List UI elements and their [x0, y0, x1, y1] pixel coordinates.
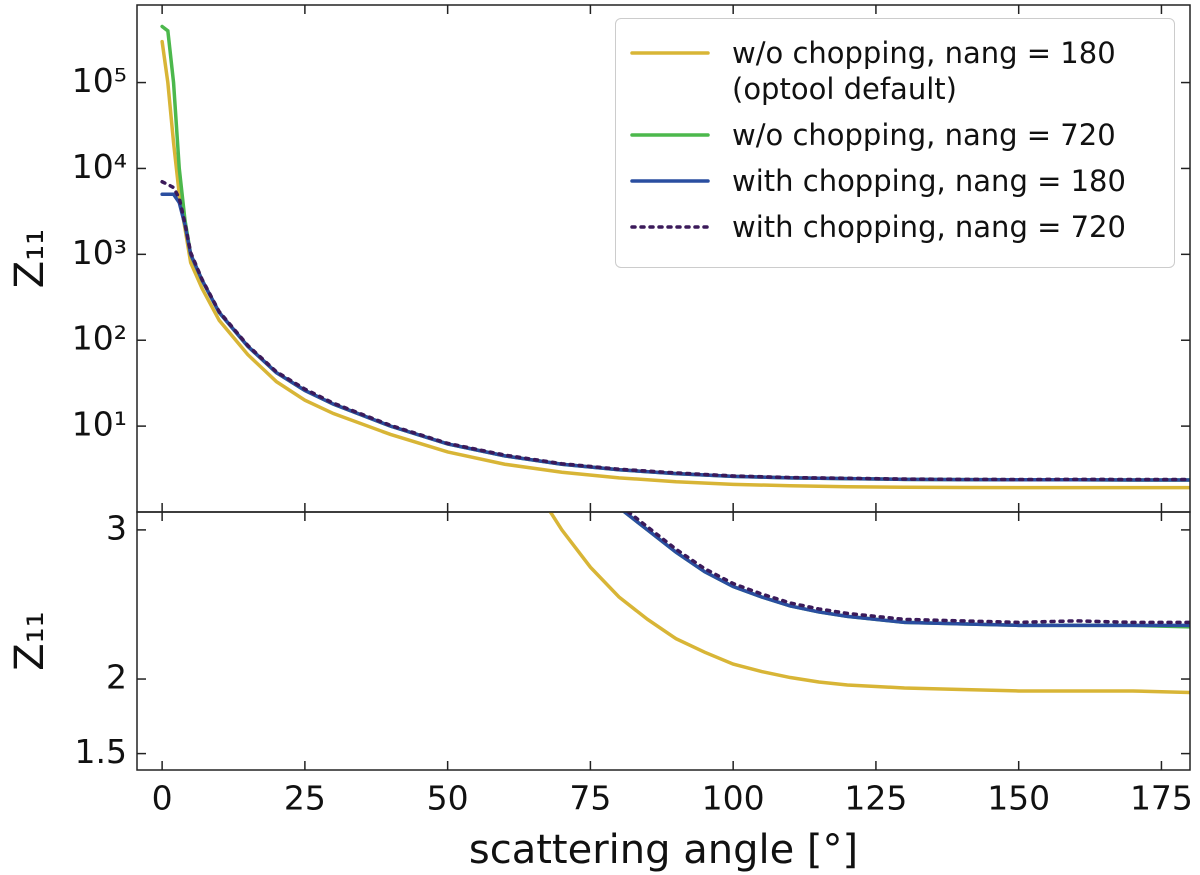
- legend-swatch: [630, 225, 710, 229]
- legend-entry: w/o chopping, nang = 720: [630, 117, 1164, 153]
- x-tick-label: 0: [152, 779, 173, 818]
- series-line: [621, 512, 1190, 628]
- x-tick-label: 175: [1130, 779, 1193, 818]
- legend-entry: with chopping, nang = 180: [630, 163, 1164, 199]
- x-tick-label: 50: [427, 779, 469, 818]
- y-axis-label: Z₁₁: [7, 229, 53, 288]
- y-tick-label: 10²: [72, 319, 127, 358]
- y-tick-label: 10⁵: [72, 61, 127, 100]
- legend-entry: with chopping, nang = 720: [630, 209, 1164, 245]
- x-tick-label: 25: [284, 779, 326, 818]
- y-tick-label: 10¹: [72, 405, 127, 444]
- plot-area: [160, 24, 1190, 490]
- series-line: [548, 512, 1190, 695]
- legend: w/o chopping, nang = 180 (optool default…: [615, 18, 1175, 268]
- legend-label: w/o chopping, nang = 720: [732, 118, 1116, 152]
- x-tick-label: 150: [987, 779, 1050, 818]
- y-tick-label: 1.5: [75, 732, 127, 771]
- x-axis-label: scattering angle [°]: [469, 827, 858, 873]
- y-tick-label: 3: [106, 508, 127, 547]
- y-tick-label: 2: [106, 658, 127, 697]
- y-tick-label: 10⁴: [72, 147, 127, 186]
- x-tick-label: 100: [702, 779, 765, 818]
- series-line: [625, 512, 1190, 625]
- legend-entry: w/o chopping, nang = 180 (optool default…: [630, 35, 1164, 107]
- legend-swatch: [630, 179, 710, 183]
- x-tick-label: 125: [844, 779, 907, 818]
- plot-area: [548, 512, 1190, 695]
- legend-label: with chopping, nang = 720: [732, 210, 1126, 244]
- legend-swatch: [630, 133, 710, 137]
- series-line: [160, 180, 1190, 482]
- x-tick-label: 75: [569, 779, 611, 818]
- y-axis-label: Z₁₁: [7, 611, 53, 670]
- legend-label: with chopping, nang = 180: [732, 164, 1126, 198]
- legend-label: w/o chopping, nang = 180 (optool default…: [732, 36, 1116, 106]
- y-tick-label: 10³: [72, 233, 127, 272]
- legend-swatch: [630, 51, 710, 55]
- axes-frame: [136, 511, 1191, 771]
